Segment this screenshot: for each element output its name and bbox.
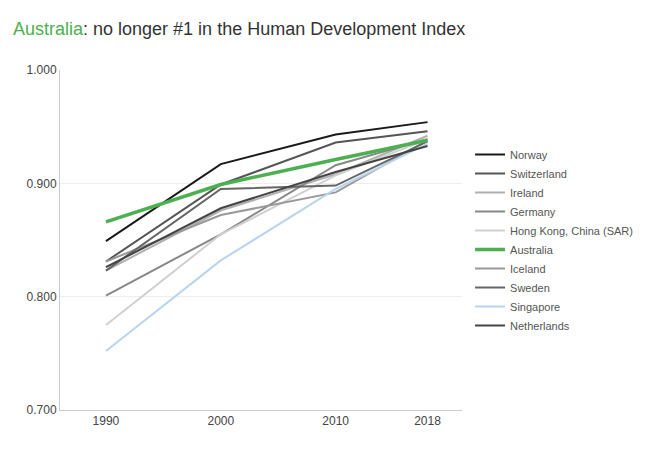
svg-text:Germany: Germany	[510, 206, 556, 218]
svg-text:Ireland: Ireland	[510, 187, 544, 199]
svg-text:Netherlands: Netherlands	[510, 320, 570, 332]
svg-text:Norway: Norway	[510, 149, 548, 161]
svg-text:0.800: 0.800	[27, 290, 57, 304]
svg-text:Switzerland: Switzerland	[510, 168, 567, 180]
svg-text:2000: 2000	[207, 414, 234, 428]
svg-text:2018: 2018	[414, 414, 441, 428]
svg-text:1.000: 1.000	[27, 63, 57, 77]
svg-text:Hong Kong, China (SAR): Hong Kong, China (SAR)	[510, 225, 633, 237]
svg-text:Iceland: Iceland	[510, 263, 545, 275]
svg-text:1990: 1990	[93, 414, 120, 428]
svg-text:0.700: 0.700	[27, 403, 57, 417]
svg-text:2010: 2010	[322, 414, 349, 428]
svg-text:0.900: 0.900	[27, 177, 57, 191]
svg-text:Australia: no longer #1 in the: Australia: no longer #1 in the Human Dev…	[13, 19, 465, 39]
svg-text:Singapore: Singapore	[510, 301, 560, 313]
svg-text:Australia: Australia	[510, 244, 554, 256]
svg-text:Sweden: Sweden	[510, 282, 550, 294]
